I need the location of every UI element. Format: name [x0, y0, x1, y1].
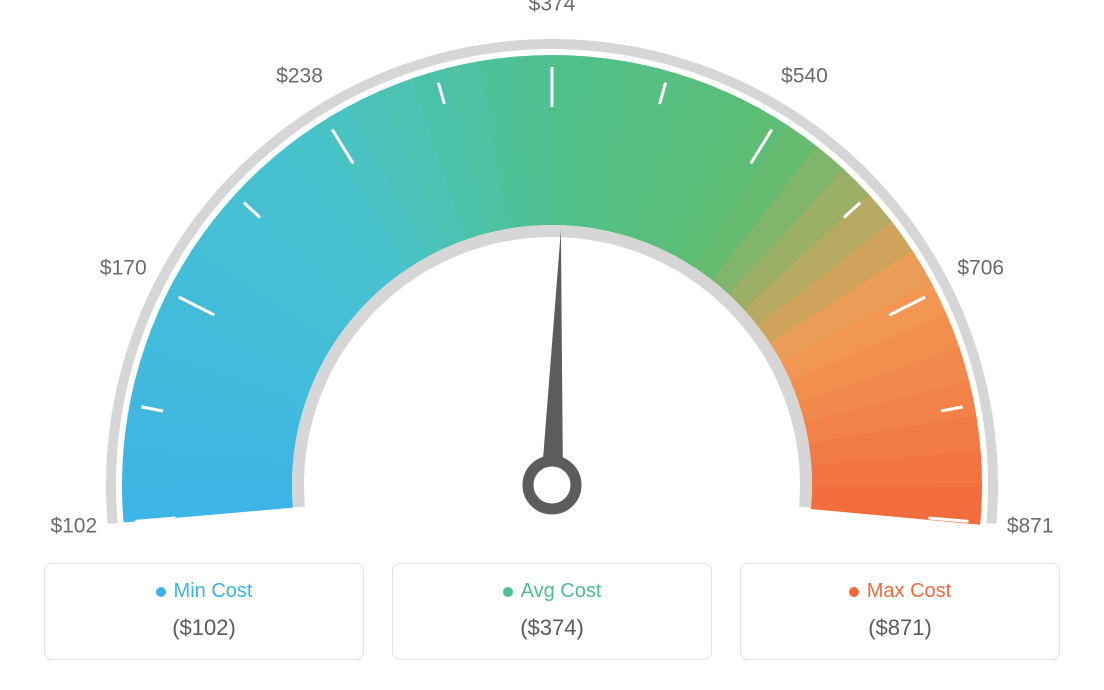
- gauge-tick-label: $238: [276, 64, 323, 87]
- gauge-tick-label: $871: [1007, 514, 1054, 537]
- gauge-tick-label: $706: [957, 257, 1004, 280]
- dot-icon: [156, 587, 166, 597]
- gauge-tick-label: $170: [100, 257, 147, 280]
- cost-gauge-chart: $102 $170 $238 $374 $540 $706 $871 Min Cost ($…: [0, 0, 1104, 690]
- gauge-tick-label: $374: [529, 0, 576, 16]
- legend-value: ($102): [55, 615, 353, 641]
- legend-value: ($871): [751, 615, 1049, 641]
- legend-card-min: Min Cost ($102): [44, 563, 364, 660]
- legend-row: Min Cost ($102) Avg Cost ($374) Max Cost…: [44, 563, 1060, 660]
- dot-icon: [849, 587, 859, 597]
- gauge-tick-label: $540: [781, 64, 828, 87]
- gauge-tick-label: $102: [50, 514, 97, 537]
- dot-icon: [503, 587, 513, 597]
- legend-title-min: Min Cost: [156, 580, 253, 603]
- legend-value: ($374): [403, 615, 701, 641]
- legend-title-avg: Avg Cost: [503, 580, 602, 603]
- gauge-svg: $102 $170 $238 $374 $540 $706 $871: [0, 0, 1104, 560]
- legend-card-avg: Avg Cost ($374): [392, 563, 712, 660]
- gauge-needle: [541, 230, 563, 485]
- legend-card-max: Max Cost ($871): [740, 563, 1060, 660]
- legend-title-max: Max Cost: [849, 580, 951, 603]
- legend-label: Max Cost: [867, 580, 951, 603]
- legend-label: Avg Cost: [521, 580, 602, 603]
- gauge-hub: [528, 461, 576, 509]
- legend-label: Min Cost: [174, 580, 253, 603]
